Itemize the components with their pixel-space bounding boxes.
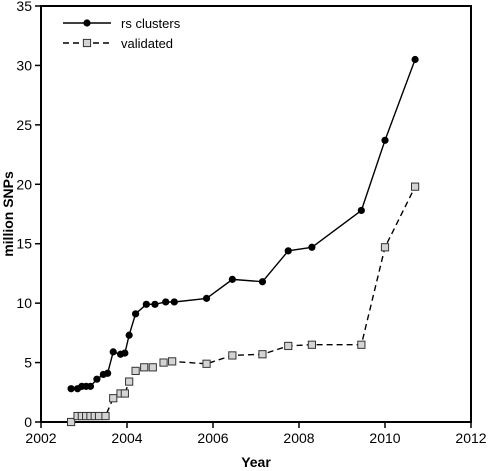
legend-item: rs clusters <box>63 16 181 31</box>
data-point <box>151 300 159 308</box>
data-point <box>357 206 365 215</box>
data-point <box>104 369 112 377</box>
data-point <box>120 389 129 398</box>
data-point <box>380 243 390 252</box>
data-point <box>109 348 117 356</box>
data-point <box>67 417 76 427</box>
y-tick-label: 0 <box>24 414 32 430</box>
data-point <box>159 358 168 367</box>
data-point <box>121 349 129 357</box>
y-axis: 0 5 10 15 20 25 30 35 <box>16 0 41 430</box>
data-point <box>142 300 150 308</box>
data-point <box>202 294 211 302</box>
series-line <box>71 59 416 390</box>
x-tick-label: 2008 <box>283 430 314 446</box>
data-point <box>132 310 140 318</box>
data-point <box>228 275 236 283</box>
series-line <box>70 186 416 423</box>
legend-label: rs clusters <box>121 16 181 31</box>
data-point <box>284 247 292 255</box>
data-point <box>93 375 101 383</box>
legend-marker <box>82 38 92 48</box>
y-tick-label: 10 <box>16 295 32 311</box>
legend: rs clusters validated <box>63 16 181 51</box>
data-point <box>170 298 178 306</box>
data-point <box>125 377 134 386</box>
data-point <box>308 243 316 251</box>
legend-item: validated <box>63 36 173 51</box>
data-point <box>411 182 420 191</box>
x-tick-label: 2004 <box>111 430 142 446</box>
legend-label: validated <box>121 36 173 51</box>
y-tick-label: 20 <box>16 176 32 192</box>
plot-frame <box>40 5 472 423</box>
data-point <box>67 385 75 393</box>
x-axis: 2002 2004 2006 2008 2010 2012 <box>25 422 487 446</box>
x-tick-label: 2012 <box>455 430 486 446</box>
y-tick-label: 5 <box>24 355 32 371</box>
plot-area <box>40 5 472 423</box>
data-point <box>86 382 95 390</box>
y-tick-label: 35 <box>16 0 32 14</box>
data-point <box>202 359 211 368</box>
x-tick-label: 2006 <box>197 430 228 446</box>
y-axis-label: million SNPs <box>0 171 16 257</box>
data-point <box>258 278 267 286</box>
data-point <box>148 363 157 372</box>
data-point <box>381 136 389 144</box>
data-point <box>284 341 293 351</box>
x-axis-label: Year <box>241 454 271 470</box>
series-validated <box>67 182 420 427</box>
y-tick-label: 15 <box>16 236 32 252</box>
y-tick-label: 25 <box>16 117 32 133</box>
data-point <box>411 55 419 64</box>
data-point <box>258 350 267 359</box>
x-tick-label: 2010 <box>369 430 400 446</box>
data-point <box>162 298 170 306</box>
series-rs-clusters <box>67 55 419 393</box>
data-point <box>140 363 149 372</box>
data-point <box>168 357 177 366</box>
data-point <box>125 331 133 339</box>
legend-marker <box>83 19 91 27</box>
series-layer <box>67 55 420 427</box>
data-point <box>307 340 316 349</box>
y-tick-label: 30 <box>16 57 32 73</box>
data-point <box>131 366 140 375</box>
data-point <box>109 394 118 403</box>
data-point <box>228 351 237 360</box>
x-tick-label: 2002 <box>25 430 56 446</box>
data-point <box>101 411 110 421</box>
data-point <box>357 340 366 349</box>
